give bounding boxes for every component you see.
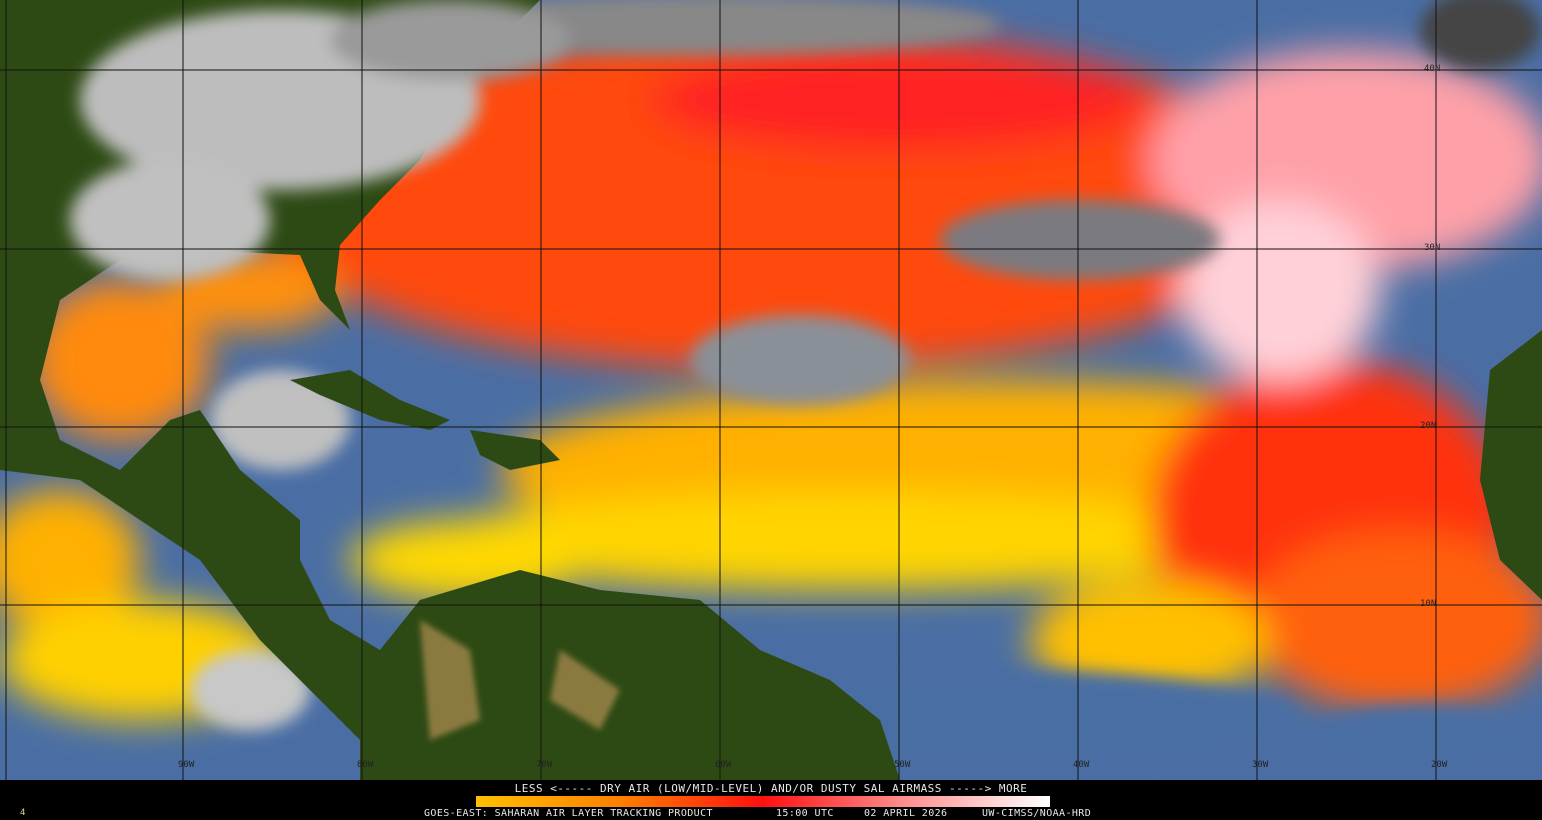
cloud-over-land	[70, 0, 570, 280]
ocean-dry-air-field	[0, 30, 1542, 720]
lat-label-40n: 40N	[1424, 64, 1441, 74]
lat-label-10n: 10N	[1420, 599, 1437, 609]
lon-label-60w: 60W	[715, 760, 732, 770]
lon-label-70w: 70W	[536, 760, 553, 770]
lon-label-40w: 40W	[1073, 760, 1090, 770]
legend-title: LESS <----- DRY AIR (LOW/MID-LEVEL) AND/…	[514, 782, 1028, 795]
product-name: GOES-EAST: SAHARAN AIR LAYER TRACKING PR…	[424, 808, 713, 819]
product-time: 15:00 UTC	[776, 808, 834, 819]
color-scale-bar	[476, 796, 1050, 807]
lon-label-20w: 20W	[1431, 760, 1448, 770]
product-date: 02 APRIL 2026	[864, 808, 948, 819]
product-credit: UW-CIMSS/NOAA-HRD	[982, 808, 1092, 819]
sal-satellite-map	[0, 0, 1542, 780]
lat-lon-grid	[0, 0, 1542, 780]
lon-label-50w: 50W	[894, 760, 911, 770]
lat-label-20n: 20N	[1420, 421, 1437, 431]
lon-label-80w: 80W	[357, 760, 374, 770]
lat-label-30n: 30N	[1424, 243, 1441, 253]
frame-number: 4	[20, 808, 26, 818]
lon-label-90w: 90W	[178, 760, 195, 770]
lon-label-30w: 30W	[1252, 760, 1269, 770]
